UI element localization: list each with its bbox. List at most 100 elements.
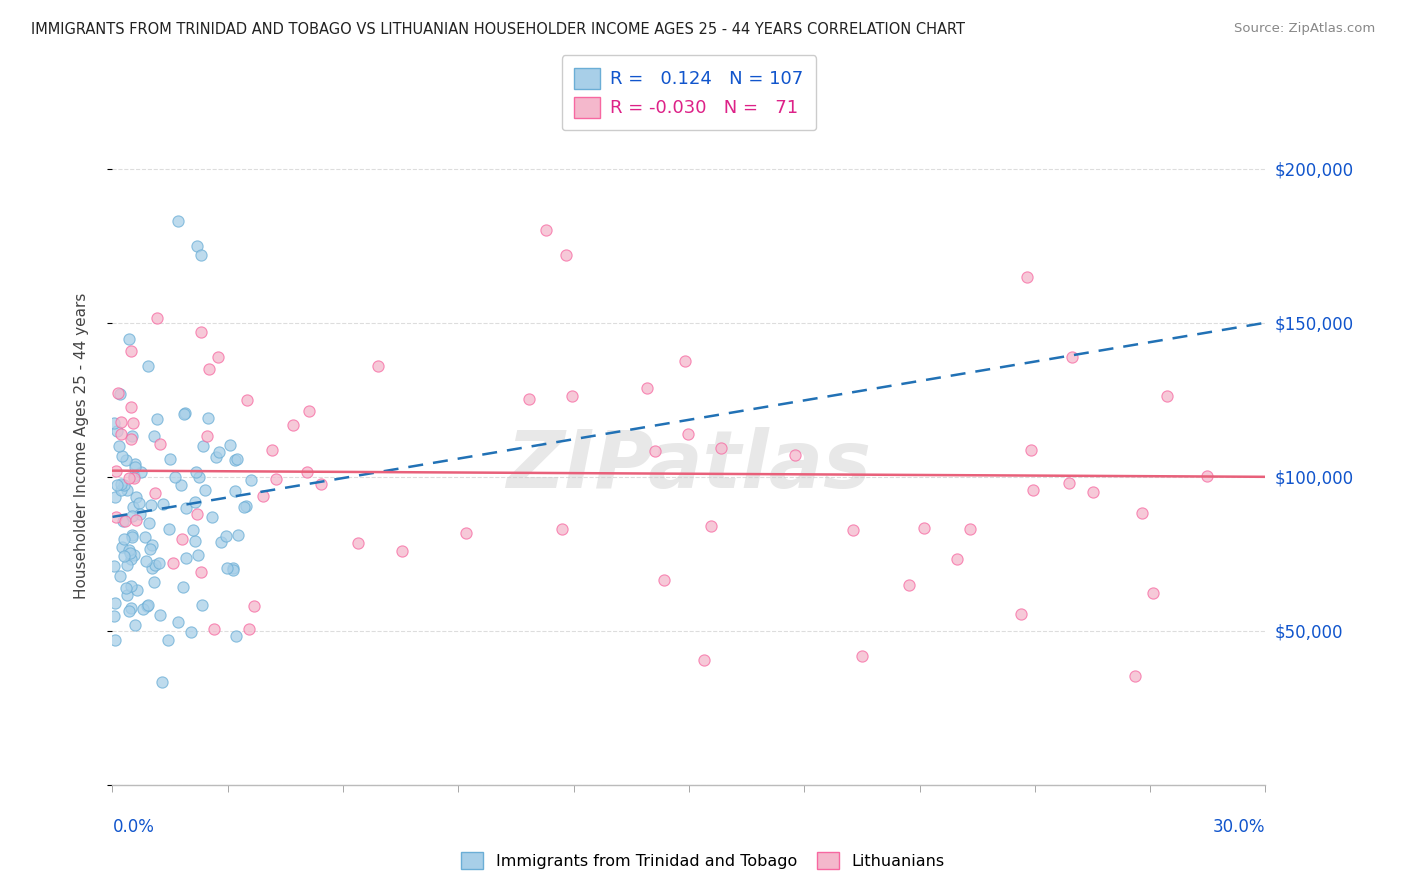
Point [107, 439, 129, 453]
Point [105, 424, 128, 438]
Point [110, 426, 132, 441]
Point [391, 544, 413, 558]
Point [1010, 607, 1032, 621]
Point [186, 238, 208, 252]
Point [224, 484, 246, 499]
Point [898, 577, 921, 591]
Point [114, 514, 136, 528]
Point [226, 451, 249, 466]
Point [115, 558, 138, 572]
Point [112, 532, 135, 546]
Point [141, 538, 163, 552]
Text: IMMIGRANTS FROM TRINIDAD AND TOBAGO VS LITHUANIAN HOUSEHOLDER INCOME AGES 25 - 4: IMMIGRANTS FROM TRINIDAD AND TOBAGO VS L… [31, 22, 965, 37]
Point [700, 519, 723, 533]
Point [118, 546, 141, 560]
Point [121, 528, 143, 542]
Point [124, 458, 146, 472]
Point [120, 579, 142, 593]
Point [124, 460, 146, 475]
Point [132, 601, 155, 615]
Point [139, 541, 162, 556]
Point [561, 389, 583, 403]
Point [136, 359, 159, 374]
Point [134, 529, 156, 543]
Text: 30.0%: 30.0% [1213, 819, 1265, 837]
Point [104, 633, 127, 648]
Point [536, 223, 558, 237]
Point [146, 412, 169, 426]
Point [105, 478, 128, 492]
Point [118, 471, 141, 485]
Point [149, 437, 172, 451]
Point [202, 622, 225, 636]
Point [112, 478, 135, 492]
Point [236, 393, 259, 408]
Point [129, 507, 152, 521]
Point [215, 528, 238, 542]
Point [172, 580, 194, 594]
Point [240, 473, 263, 487]
Point [218, 438, 240, 452]
Point [152, 497, 174, 511]
Point [233, 500, 256, 514]
Point [224, 453, 246, 467]
Point [128, 496, 150, 510]
Point [120, 601, 142, 615]
Point [143, 558, 166, 572]
Point [207, 350, 229, 364]
Point [225, 629, 247, 643]
Point [124, 618, 146, 632]
Point [174, 405, 197, 419]
Point [295, 465, 318, 479]
Point [283, 417, 305, 432]
Point [188, 470, 211, 484]
Point [194, 483, 217, 498]
Legend: R =   0.124   N = 107, R = -0.030   N =   71: R = 0.124 N = 107, R = -0.030 N = 71 [561, 55, 817, 130]
Point [1156, 389, 1178, 403]
Point [311, 477, 333, 491]
Point [235, 499, 257, 513]
Point [209, 535, 232, 549]
Point [165, 470, 187, 484]
Point [120, 343, 142, 358]
Point [143, 485, 166, 500]
Point [120, 432, 142, 446]
Point [120, 552, 142, 566]
Point [170, 533, 193, 547]
Point [1019, 443, 1042, 458]
Point [108, 568, 131, 582]
Point [555, 248, 578, 262]
Text: ZIPatlas: ZIPatlas [506, 427, 872, 506]
Point [118, 604, 141, 618]
Point [1195, 469, 1218, 483]
Point [122, 500, 145, 514]
Point [176, 551, 198, 566]
Point [118, 542, 141, 557]
Point [141, 498, 163, 512]
Point [115, 588, 138, 602]
Point [519, 392, 541, 406]
Point [174, 501, 197, 516]
Point [226, 528, 249, 542]
Point [644, 443, 666, 458]
Point [136, 598, 159, 612]
Point [1022, 483, 1045, 497]
Point [120, 400, 142, 414]
Point [190, 248, 212, 262]
Text: Source: ZipAtlas.com: Source: ZipAtlas.com [1234, 22, 1375, 36]
Point [166, 214, 188, 228]
Point [1123, 669, 1146, 683]
Point [197, 411, 219, 425]
Point [121, 509, 143, 524]
Point [157, 633, 180, 648]
Point [111, 514, 134, 528]
Point [693, 653, 716, 667]
Point [162, 556, 184, 570]
Point [851, 648, 873, 663]
Point [1130, 506, 1153, 520]
Point [143, 428, 166, 442]
Point [104, 596, 127, 610]
Point [673, 353, 696, 368]
Point [1059, 475, 1081, 490]
Point [107, 385, 129, 400]
